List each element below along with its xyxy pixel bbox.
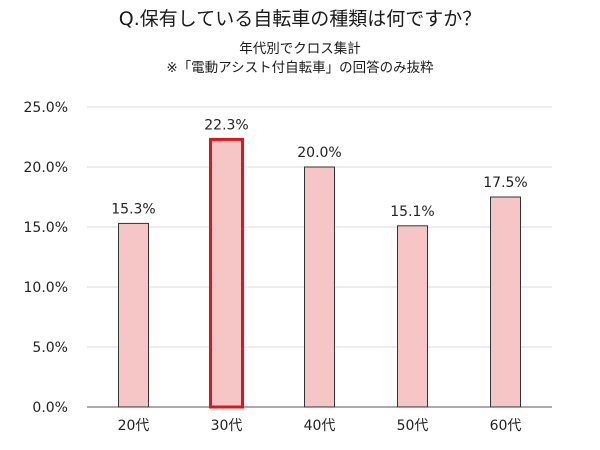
chart-subtitle-note: ※「電動アシスト付自転車」の回答のみ抜粋 <box>166 60 434 76</box>
x-tick-label: 30代 <box>211 418 243 434</box>
y-tick-label: 0.0% <box>32 400 68 416</box>
data-label: 15.3% <box>111 201 155 217</box>
x-tick-label: 20代 <box>118 418 150 434</box>
y-tick-label: 10.0% <box>24 280 68 296</box>
bar <box>118 222 149 408</box>
bar <box>304 166 335 408</box>
data-label: 20.0% <box>297 145 341 161</box>
y-tick-label: 25.0% <box>24 100 68 116</box>
data-label: 17.5% <box>483 175 527 191</box>
bar-highlighted <box>209 137 244 409</box>
bar <box>490 196 521 408</box>
data-label: 15.1% <box>390 204 434 220</box>
y-tick-label: 15.0% <box>24 220 68 236</box>
x-tick-label: 60代 <box>490 418 522 434</box>
x-tick-label: 40代 <box>304 418 336 434</box>
chart-title: Q.保有している自転車の種類は何ですか？ <box>118 8 482 30</box>
x-tick-label: 50代 <box>397 418 429 434</box>
y-tick-label: 20.0% <box>24 160 68 176</box>
bar <box>397 225 428 408</box>
y-tick-label: 5.0% <box>32 340 68 356</box>
chart-subtitle-crosstab: 年代別でクロス集計 <box>239 41 361 57</box>
data-label: 22.3% <box>204 117 248 133</box>
